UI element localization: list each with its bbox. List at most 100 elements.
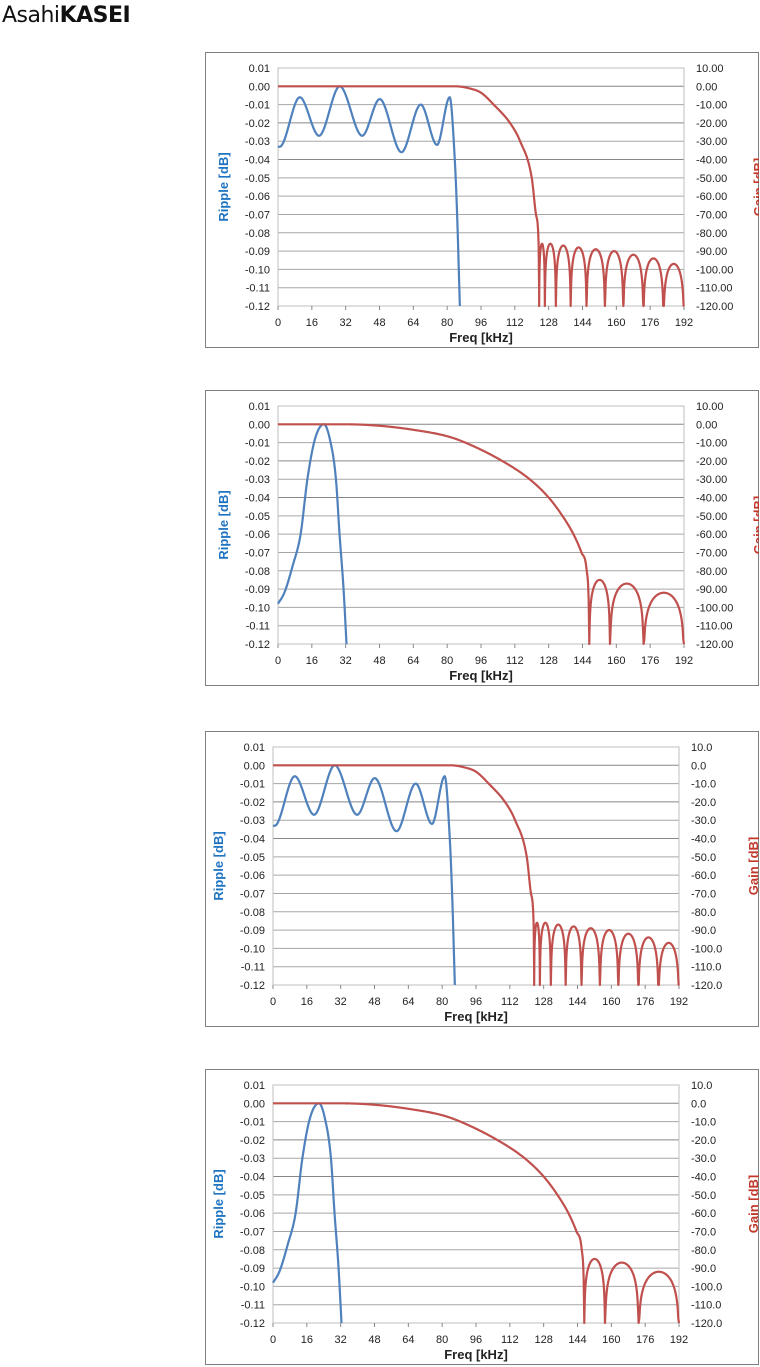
y2-tick-label: -40.0 xyxy=(691,834,716,846)
y2-tick-label: -120.00 xyxy=(696,301,733,313)
x-tick-label: 112 xyxy=(501,1334,519,1346)
x-tick-label: 48 xyxy=(373,317,385,329)
y2-tick-label: -20.00 xyxy=(696,456,727,468)
y-axis-title: Ripple [dB] xyxy=(211,1169,226,1238)
y2-tick-label: 10.00 xyxy=(696,401,724,413)
x-tick-label: 80 xyxy=(436,996,448,1008)
y-tick-label: -0.03 xyxy=(245,136,270,148)
gain-series-line xyxy=(277,85,685,308)
logo-text-kasei: KASEI xyxy=(59,3,131,28)
y-tick-label: -0.12 xyxy=(240,1318,265,1330)
y-tick-label: -0.03 xyxy=(240,815,265,827)
y2-tick-label: -110.0 xyxy=(691,1300,721,1312)
x-tick-label: 176 xyxy=(641,655,659,667)
y2-tick-label: -120.00 xyxy=(696,639,733,651)
x-tick-label: 64 xyxy=(407,655,419,667)
y-tick-label: -0.05 xyxy=(245,511,270,523)
x-tick-label: 48 xyxy=(368,1334,380,1346)
y-tick-label: -0.10 xyxy=(240,1281,265,1293)
y-tick-label: -0.09 xyxy=(245,246,270,258)
y-tick-label: -0.06 xyxy=(245,529,270,541)
x-axis-title: Freq [kHz] xyxy=(449,668,513,683)
x-tick-label: 112 xyxy=(506,655,524,667)
x-tick-label: 192 xyxy=(675,317,693,329)
y-tick-label: 0.01 xyxy=(244,742,265,754)
x-tick-label: 48 xyxy=(368,996,380,1008)
y2-tick-label: -100.0 xyxy=(691,1281,722,1293)
y2-tick-label: -20.00 xyxy=(696,118,727,130)
y2-tick-label: -10.00 xyxy=(696,438,727,450)
y2-tick-label: 0.00 xyxy=(696,81,717,93)
y2-tick-label: -60.00 xyxy=(696,529,727,541)
y2-tick-label: -40.00 xyxy=(696,155,727,167)
y2-tick-label: -30.00 xyxy=(696,474,727,486)
y2-tick-label: 10.0 xyxy=(691,1080,712,1092)
y-tick-label: -0.11 xyxy=(246,621,270,633)
x-tick-label: 0 xyxy=(275,655,281,667)
x-tick-label: 144 xyxy=(568,1334,586,1346)
y-tick-label: -0.10 xyxy=(245,264,270,276)
x-axis-title: Freq [kHz] xyxy=(449,330,513,345)
x-tick-label: 32 xyxy=(335,996,347,1008)
y2-tick-label: -90.00 xyxy=(696,584,727,596)
y-tick-label: -0.05 xyxy=(240,1190,265,1202)
x-tick-label: 96 xyxy=(470,996,482,1008)
ripple-series-line xyxy=(277,423,348,645)
y-tick-label: -0.06 xyxy=(240,1208,265,1220)
y2-axis-title: Gain [dB] xyxy=(746,1175,759,1234)
x-tick-label: 0 xyxy=(275,317,281,329)
y2-tick-label: -40.00 xyxy=(696,493,727,505)
ripple-series-line xyxy=(273,764,456,986)
x-tick-label: 48 xyxy=(373,655,385,667)
y2-tick-label: -70.0 xyxy=(691,1226,716,1238)
chart-svg: 0.01 10.00 0.00 0.00 -0.01 -10.00 -0.02 -20.00 -… xyxy=(205,390,759,686)
y2-tick-label: -50.00 xyxy=(696,511,727,523)
x-tick-label: 96 xyxy=(470,1334,482,1346)
y-tick-label: -0.09 xyxy=(245,584,270,596)
y2-tick-label: -100.00 xyxy=(696,602,733,614)
x-tick-label: 160 xyxy=(602,1334,620,1346)
y2-tick-label: -110.00 xyxy=(696,283,733,295)
chart-svg: 0.01 10.0 0.00 0.0 -0.01 -10.0 -0.02 -20.0 -0.03… xyxy=(205,1069,759,1365)
y2-tick-label: -80.00 xyxy=(696,228,727,240)
logo-text-asahi: Asahi xyxy=(2,3,60,28)
y2-tick-label: -20.0 xyxy=(691,1135,716,1147)
x-tick-label: 112 xyxy=(501,996,519,1008)
y-tick-label: -0.04 xyxy=(240,834,265,846)
x-tick-label: 80 xyxy=(436,1334,448,1346)
y2-tick-label: -80.0 xyxy=(691,1245,716,1257)
y-tick-label: -0.01 xyxy=(245,438,270,450)
x-tick-label: 176 xyxy=(636,996,654,1008)
gain-series-line xyxy=(272,1102,681,1325)
x-tick-label: 144 xyxy=(573,317,591,329)
y-tick-label: -0.02 xyxy=(240,1135,265,1147)
y-axis-title: Ripple [dB] xyxy=(211,831,226,900)
y2-tick-label: -60.00 xyxy=(696,191,727,203)
y2-tick-label: -30.0 xyxy=(691,815,716,827)
x-axis-title: Freq [kHz] xyxy=(444,1009,508,1024)
x-tick-label: 96 xyxy=(475,317,487,329)
y-tick-label: -0.02 xyxy=(245,456,270,468)
y-tick-label: -0.06 xyxy=(240,870,265,882)
x-tick-label: 128 xyxy=(539,655,557,667)
y-tick-label: -0.05 xyxy=(245,173,270,185)
y2-tick-label: 0.0 xyxy=(691,1098,706,1110)
x-tick-label: 192 xyxy=(670,996,688,1008)
x-tick-label: 128 xyxy=(534,996,552,1008)
y2-tick-label: 10.0 xyxy=(691,742,712,754)
y-tick-label: -0.03 xyxy=(245,474,270,486)
y-tick-label: -0.04 xyxy=(245,493,270,505)
y2-tick-label: -90.00 xyxy=(696,246,727,258)
x-tick-label: 160 xyxy=(602,996,620,1008)
y2-tick-label: -70.00 xyxy=(696,547,727,559)
y2-tick-label: -50.0 xyxy=(691,852,716,864)
y-tick-label: -0.11 xyxy=(241,1300,265,1312)
y2-tick-label: -50.00 xyxy=(696,173,727,185)
x-tick-label: 128 xyxy=(534,1334,552,1346)
y-tick-label: -0.05 xyxy=(240,852,265,864)
y2-tick-label: -90.0 xyxy=(691,1263,716,1275)
y-tick-label: 0.00 xyxy=(244,760,265,772)
x-axis-title: Freq [kHz] xyxy=(444,1347,508,1362)
gain-series-line xyxy=(272,764,680,987)
y-tick-label: -0.04 xyxy=(240,1172,265,1184)
